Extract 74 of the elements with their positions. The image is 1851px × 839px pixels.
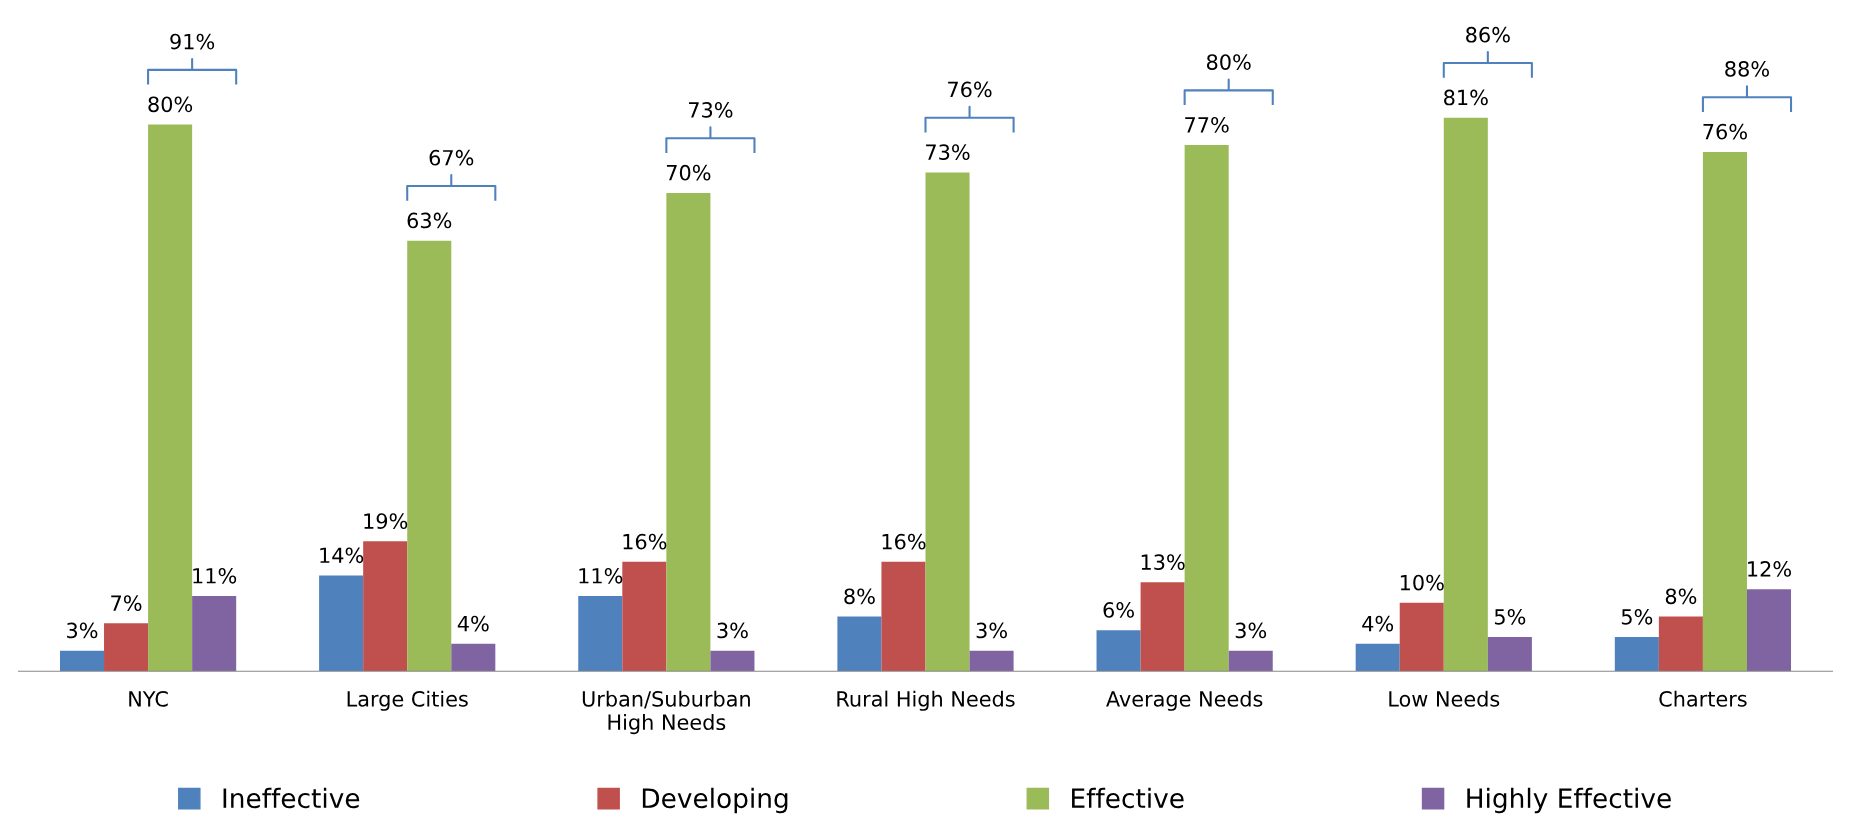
data-label: 76% xyxy=(1703,123,1747,140)
bar xyxy=(148,124,193,672)
data-label: 4% xyxy=(457,615,489,632)
x-tick-label: Urban/Suburban High Needs xyxy=(582,690,750,735)
bar xyxy=(363,541,408,672)
data-label: 6% xyxy=(1103,602,1134,618)
data-label: 3% xyxy=(1235,622,1267,639)
bar xyxy=(837,616,882,672)
text: 86% xyxy=(1466,26,1510,43)
data-label: 16% xyxy=(882,533,926,550)
data-label: 7% xyxy=(111,595,142,611)
data-label: 77% xyxy=(1185,116,1229,133)
bar xyxy=(1140,582,1185,672)
bar xyxy=(192,596,237,672)
x-tick-label: Average Needs xyxy=(1106,690,1263,711)
data-label: 63% xyxy=(407,212,452,229)
data-label: 8% xyxy=(844,588,875,605)
text: 80% xyxy=(1206,54,1251,70)
bar xyxy=(881,561,926,672)
bar xyxy=(1228,650,1273,672)
x-tick-label: Large Cities xyxy=(347,690,468,711)
bar xyxy=(1355,643,1400,672)
legend-label: Highly Effective xyxy=(1467,787,1671,814)
data-label: 19% xyxy=(364,513,408,529)
data-label: 11% xyxy=(193,567,237,584)
data-label: 80% xyxy=(148,96,193,113)
legend-label: Ineffective xyxy=(223,787,360,809)
x-tick-label: Low Needs xyxy=(1389,690,1500,707)
bar xyxy=(1184,145,1229,672)
data-label: 70% xyxy=(666,164,711,181)
bar xyxy=(1487,637,1532,672)
bar xyxy=(451,643,496,672)
bar xyxy=(1399,602,1444,672)
data-label: 3% xyxy=(976,622,1007,639)
data-label: 12% xyxy=(1748,561,1791,577)
bar xyxy=(925,172,970,672)
data-label: 13% xyxy=(1141,554,1185,570)
data-label: 73% xyxy=(926,144,970,161)
data-label: 8% xyxy=(1665,588,1697,605)
text: 91% xyxy=(170,33,215,50)
x-tick-label: NYC xyxy=(129,691,168,707)
text: 88% xyxy=(1725,61,1769,77)
data-label: 10% xyxy=(1400,574,1444,591)
bar xyxy=(59,650,105,672)
data-label: 81% xyxy=(1444,89,1488,106)
data-label: 11% xyxy=(579,567,623,584)
text: 76% xyxy=(948,81,992,98)
bar xyxy=(1443,117,1488,672)
legend-label: Developing xyxy=(642,787,788,814)
bar xyxy=(578,596,623,672)
bar xyxy=(710,650,755,672)
bar xyxy=(319,575,364,672)
legend-label: Effective xyxy=(1072,787,1184,809)
data-label: 3% xyxy=(717,622,748,639)
bar xyxy=(1746,589,1792,672)
data-label: 14% xyxy=(320,547,364,564)
data-label: 16% xyxy=(623,533,667,550)
bar xyxy=(622,561,667,672)
data-label: 5% xyxy=(1494,608,1526,625)
annotation: 67% xyxy=(429,149,474,166)
bar xyxy=(407,240,452,672)
x-tick-label: Charters xyxy=(1659,690,1747,707)
bar xyxy=(1096,630,1141,672)
x-tick-label: Rural High Needs xyxy=(837,690,1015,711)
bar xyxy=(969,650,1014,672)
bar xyxy=(1702,151,1747,672)
annotation: 73% xyxy=(688,102,733,118)
data-label: 3% xyxy=(67,622,98,639)
data-label: 5% xyxy=(1621,608,1653,625)
bar xyxy=(666,192,711,672)
bar xyxy=(1614,637,1659,672)
bar xyxy=(1658,616,1703,672)
bar xyxy=(104,623,149,672)
data-label: 4% xyxy=(1362,615,1394,632)
